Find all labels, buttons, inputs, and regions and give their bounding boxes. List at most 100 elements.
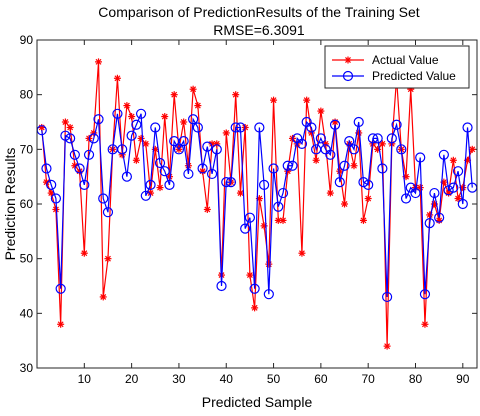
predicted-point: [93, 114, 104, 125]
predicted-point: [211, 144, 222, 155]
predicted-point: [244, 212, 256, 223]
predicted-point: [258, 179, 270, 190]
predicted-point: [221, 177, 232, 188]
actual-point: [66, 123, 74, 131]
actual-line: [41, 61, 473, 347]
actual-point: [161, 113, 169, 121]
actual-point: [279, 216, 287, 224]
actual-point: [359, 216, 367, 224]
predicted-point: [334, 177, 345, 188]
predicted-point: [452, 166, 464, 177]
x-tick-label: 30: [172, 372, 186, 386]
legend-actual-label: Actual Value: [372, 53, 439, 67]
series-layer: [36, 58, 478, 350]
actual-point: [454, 195, 462, 203]
actual-point: [298, 249, 306, 257]
predicted-point: [188, 114, 199, 125]
predicted-point: [55, 283, 66, 294]
predicted-point: [382, 291, 393, 303]
x-tick-label: 90: [456, 372, 470, 386]
predicted-point: [164, 179, 175, 190]
actual-point: [378, 140, 386, 148]
predicted-point: [249, 283, 260, 294]
actual-point: [57, 320, 65, 328]
predicted-point: [88, 133, 99, 144]
y-tick-label: 50: [20, 252, 34, 266]
actual-point: [468, 145, 476, 153]
predicted-point: [121, 171, 132, 182]
predicted-point: [273, 201, 284, 212]
actual-point: [128, 113, 136, 121]
predicted-point: [325, 149, 336, 160]
predicted-point: [98, 193, 109, 204]
predicted-point: [197, 163, 208, 174]
predicted-point: [41, 163, 52, 174]
x-tick-label: 60: [314, 372, 328, 386]
actual-point: [104, 255, 112, 263]
predicted-point: [367, 133, 379, 144]
actual-point: [113, 74, 121, 82]
predicted-point: [348, 144, 360, 155]
actual-point: [236, 189, 244, 197]
predicted-point: [183, 168, 194, 180]
predicted-point: [315, 133, 326, 144]
predicted-point: [126, 130, 137, 141]
legend-actual-marker: [344, 56, 352, 64]
actual-point: [265, 260, 273, 268]
predicted-point: [377, 163, 388, 174]
y-tick-label: 60: [20, 197, 34, 211]
predicted-point: [363, 179, 374, 190]
predicted-point: [396, 144, 407, 155]
predicted-point: [386, 133, 397, 144]
predicted-point: [372, 133, 383, 144]
predicted-point: [69, 149, 80, 160]
actual-point: [251, 304, 259, 312]
predicted-point: [287, 160, 298, 171]
predicted-point: [117, 144, 128, 155]
predicted-point: [296, 138, 308, 149]
y-tick-label: 70: [20, 142, 34, 156]
predicted-point: [102, 207, 114, 218]
actual-point: [213, 140, 221, 148]
actual-point: [61, 118, 69, 126]
actual-point: [383, 342, 391, 350]
legend-actual-asterisk: [344, 56, 352, 64]
actual-point: [326, 189, 334, 197]
predicted-point: [457, 198, 468, 210]
actual-point: [416, 184, 424, 192]
predicted-point: [438, 149, 449, 160]
predicted-point: [434, 212, 445, 223]
x-axis: 10 20 30 40 50 60 70 80 90: [78, 40, 470, 386]
legend-predicted-marker: [342, 70, 354, 82]
predicted-point: [254, 122, 265, 133]
y-axis: 30 40 50 60 70 80 90: [20, 33, 477, 375]
actual-point: [132, 156, 140, 164]
y-tick-label: 80: [20, 88, 34, 102]
predicted-point: [46, 179, 57, 190]
predicted-point: [225, 177, 237, 188]
actual-point: [180, 118, 188, 126]
predicted-point: [424, 218, 435, 229]
actual-point: [170, 91, 178, 99]
predicted-point: [282, 160, 293, 171]
actual-point: [341, 200, 349, 208]
predicted-point: [145, 179, 156, 190]
series-predicted-value: [36, 108, 478, 303]
actual-point: [270, 96, 278, 104]
actual-point: [364, 195, 372, 203]
predicted-point: [268, 163, 279, 174]
actual-point: [421, 320, 429, 328]
actual-point: [232, 91, 240, 99]
legend-predicted-label: Predicted Value: [372, 69, 456, 83]
predicted-point: [159, 166, 170, 177]
y-axis-label: Prediction Results: [2, 148, 18, 261]
actual-point: [317, 107, 325, 115]
predicted-point: [135, 108, 147, 119]
predicted-point: [50, 193, 62, 204]
predicted-point: [192, 122, 203, 133]
predicted-point: [173, 144, 185, 155]
actual-point: [303, 96, 311, 104]
y-tick-label: 90: [20, 33, 34, 47]
x-tick-label: 20: [125, 372, 139, 386]
predicted-point: [353, 116, 364, 128]
